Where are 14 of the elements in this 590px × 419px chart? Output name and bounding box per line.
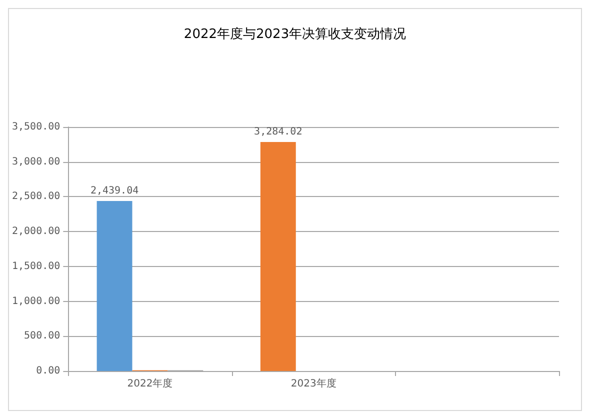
x-tick-label: 2023年度 — [290, 378, 336, 390]
y-tick-label: 1,500.00 — [12, 260, 60, 272]
y-tick-label: 2,500.00 — [12, 191, 60, 202]
y-tick-label: 500.00 — [24, 330, 60, 342]
bar — [96, 200, 132, 371]
y-tick-label: 3,500.00 — [12, 122, 60, 132]
x-tick-label: 2022年度 — [127, 378, 173, 390]
y-tick-label: 0.00 — [36, 366, 60, 376]
y-tick-label: 1,000.00 — [12, 296, 60, 307]
y-tick-label: 2,000.00 — [12, 226, 60, 238]
chart-title: 2022年度与2023年决算收支变动情况 — [184, 26, 406, 42]
y-tick-label: 3,000.00 — [12, 156, 60, 168]
data-label: 2,439.04 — [90, 185, 139, 196]
data-label: 3,284.02 — [254, 126, 302, 138]
